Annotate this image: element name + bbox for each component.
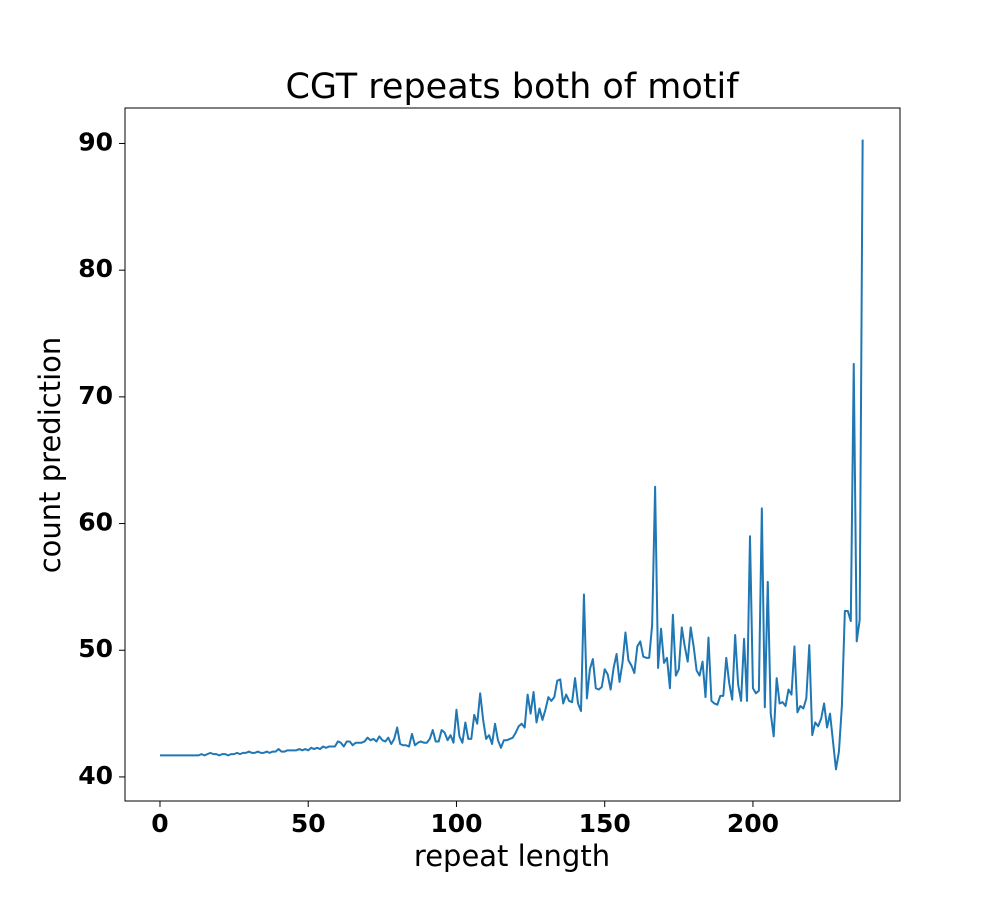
plot-frame bbox=[124, 107, 901, 802]
y-tick-label: 60 bbox=[78, 508, 113, 537]
chart-title: CGT repeats both of motif bbox=[285, 67, 739, 107]
x-tick-label: 200 bbox=[727, 809, 779, 838]
line-series bbox=[159, 139, 864, 771]
y-tick-label: 70 bbox=[78, 381, 113, 410]
y-tick-label: 80 bbox=[78, 254, 113, 283]
y-tick-label: 50 bbox=[78, 634, 113, 663]
x-tick-label: 150 bbox=[579, 809, 631, 838]
x-tick-label: 0 bbox=[151, 809, 168, 838]
x-axis-label: repeat length bbox=[414, 839, 610, 873]
x-tick-label: 100 bbox=[430, 809, 482, 838]
y-axis-label: count prediction bbox=[33, 337, 67, 574]
y-tick-label: 90 bbox=[78, 127, 113, 156]
x-tick-label: 50 bbox=[291, 809, 326, 838]
y-tick-label: 40 bbox=[78, 761, 113, 790]
